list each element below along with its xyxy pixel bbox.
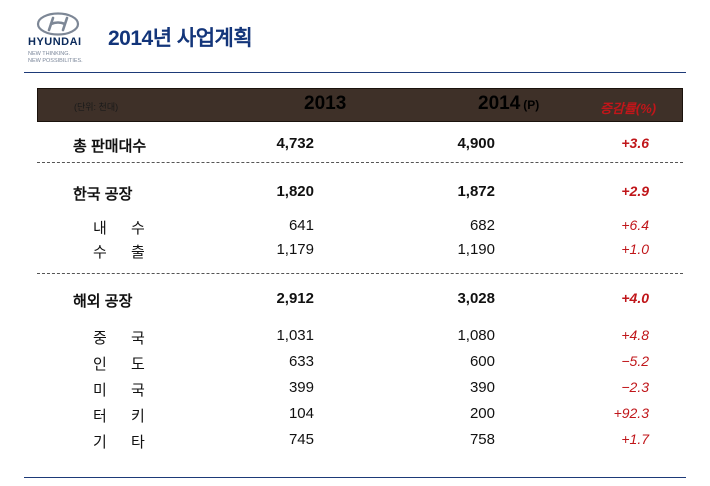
page-title: 2014년 사업계획 xyxy=(108,27,253,50)
column-2014-projection: (P) xyxy=(523,98,540,112)
table-row-india: 인 도 633 600 −5.2 xyxy=(37,353,683,373)
change-percent: +4.0 xyxy=(621,290,649,306)
row-label: 터 키 xyxy=(93,408,155,425)
row-label: 해외 공장 xyxy=(73,293,133,310)
value-2014: 4,900 xyxy=(457,135,495,152)
hyundai-logo: HYUNDAI NEW THINKING. NEW POSSIBILITIES. xyxy=(24,12,104,64)
value-2014: 1,080 xyxy=(457,327,495,344)
table-row-turkey: 터 키 104 200 +92.3 xyxy=(37,405,683,425)
column-2014-header: 2014 (P) xyxy=(478,93,539,115)
brand-tagline-line-1: NEW THINKING. xyxy=(28,51,71,57)
table-row-total: 총 판매대수 4,732 4,900 +3.6 xyxy=(37,135,683,155)
change-percent: +1.0 xyxy=(621,241,649,257)
value-2013: 1,820 xyxy=(276,183,314,200)
row-label: 내 수 xyxy=(93,220,155,237)
bottom-divider xyxy=(24,477,686,478)
top-divider xyxy=(24,72,686,73)
table-row-others: 기 타 745 758 +1.7 xyxy=(37,431,683,451)
change-percent: +3.6 xyxy=(621,135,649,151)
row-label: 인 도 xyxy=(93,356,155,373)
value-2013: 104 xyxy=(288,405,314,422)
value-2013: 4,732 xyxy=(276,135,314,152)
hyundai-logo-icon xyxy=(36,12,80,36)
brand-tagline-line-2: NEW POSSIBILITIES. xyxy=(28,57,83,64)
row-label: 중 국 xyxy=(93,330,155,347)
change-percent: +2.9 xyxy=(621,183,649,199)
value-2014: 200 xyxy=(469,405,495,422)
row-label: 총 판매대수 xyxy=(73,138,147,155)
change-percent: +1.7 xyxy=(621,431,649,447)
table-row-domestic: 내 수 641 682 +6.4 xyxy=(37,217,683,237)
table-row-overseas: 해외 공장 2,912 3,028 +4.0 xyxy=(37,290,683,310)
column-2014-year: 2014 xyxy=(478,93,521,114)
brand-name: HYUNDAI xyxy=(28,36,82,48)
value-2013: 1,031 xyxy=(276,327,314,344)
table-row-china: 중 국 1,031 1,080 +4.8 xyxy=(37,327,683,347)
value-2014: 1,190 xyxy=(457,241,495,258)
table-row-korea: 한국 공장 1,820 1,872 +2.9 xyxy=(37,183,683,203)
row-label: 미 국 xyxy=(93,382,155,399)
value-2013: 745 xyxy=(288,431,314,448)
value-2013: 2,912 xyxy=(276,290,314,307)
row-label: 수 출 xyxy=(93,244,155,261)
value-2014: 3,028 xyxy=(457,290,495,307)
section-divider xyxy=(37,273,683,274)
column-2013-header: 2013 xyxy=(304,93,347,114)
value-2013: 641 xyxy=(288,217,314,234)
change-percent: −5.2 xyxy=(621,353,649,369)
change-percent: −2.3 xyxy=(621,379,649,395)
section-divider xyxy=(37,162,683,163)
unit-label: (단위: 천대) xyxy=(74,102,119,112)
value-2013: 1,179 xyxy=(276,241,314,258)
table-row-export: 수 출 1,179 1,190 +1.0 xyxy=(37,241,683,261)
value-2014: 682 xyxy=(469,217,495,234)
change-percent: +92.3 xyxy=(613,405,649,421)
row-label: 한국 공장 xyxy=(73,186,133,203)
value-2014: 390 xyxy=(469,379,495,396)
value-2014: 1,872 xyxy=(457,183,495,200)
change-percent: +6.4 xyxy=(621,217,649,233)
change-percent: +4.8 xyxy=(621,327,649,343)
table-header: (단위: 천대) 2013 2014 (P) 증감률(%) xyxy=(37,88,683,122)
value-2014: 600 xyxy=(469,353,495,370)
value-2013: 399 xyxy=(288,379,314,396)
column-change-header: 증감률(%) xyxy=(600,101,657,116)
brand-tagline: NEW THINKING. NEW POSSIBILITIES. xyxy=(28,51,83,64)
value-2014: 758 xyxy=(469,431,495,448)
row-label: 기 타 xyxy=(93,434,155,451)
table-row-usa: 미 국 399 390 −2.3 xyxy=(37,379,683,399)
value-2013: 633 xyxy=(288,353,314,370)
